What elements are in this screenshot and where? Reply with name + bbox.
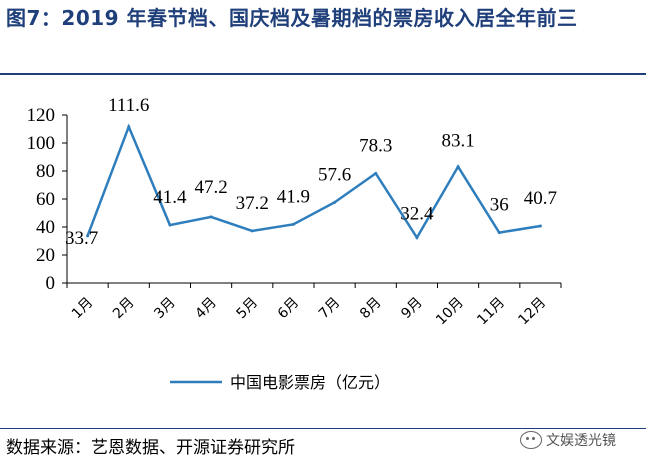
x-tick-label: 11月: [474, 295, 508, 329]
data-point: [291, 222, 295, 226]
data-label: 47.2: [194, 177, 227, 198]
series-line: [86, 123, 541, 241]
footer-divider: [0, 428, 646, 429]
data-point: [127, 125, 131, 129]
data-point: [538, 224, 542, 228]
data-source: 数据来源：艺恩数据、开源证券研究所: [6, 438, 295, 458]
x-tick-label: 12月: [515, 295, 549, 329]
title-divider: [0, 73, 646, 75]
data-label: 41.9: [277, 186, 310, 207]
data-label: 111.6: [108, 95, 149, 116]
chart-title: 图7：2019 年春节档、国庆档及暑期档的票房收入居全年前三: [6, 6, 578, 30]
legend-label: 中国电影票房（亿元）: [230, 373, 390, 392]
y-tick-label: 40: [36, 217, 55, 238]
y-tick-label: 20: [36, 245, 55, 266]
data-label: 36: [490, 195, 509, 216]
y-tick-label: 100: [27, 133, 56, 154]
data-point: [250, 229, 254, 233]
x-tick-label: 1月: [69, 295, 97, 323]
data-point: [415, 236, 419, 240]
data-point: [86, 234, 90, 238]
data-label: 41.4: [153, 187, 187, 208]
x-tick-label: 7月: [316, 295, 344, 323]
data-label: 33.7: [65, 228, 98, 249]
y-tick-label: 60: [36, 189, 55, 210]
wechat-icon: [520, 431, 542, 449]
data-label: 83.1: [441, 131, 474, 152]
data-label: 78.3: [359, 135, 392, 156]
data-point: [333, 200, 337, 204]
y-tick-label: 120: [27, 105, 56, 126]
y-tick-label: 80: [36, 161, 55, 182]
data-point: [497, 231, 501, 235]
data-point: [168, 223, 172, 227]
x-tick-label: 4月: [192, 295, 220, 323]
watermark-text: 文娱透光镜: [546, 433, 616, 449]
data-label: 40.7: [524, 188, 557, 209]
data-point: [374, 171, 378, 175]
data-label: 32.4: [400, 204, 434, 225]
data-point: [209, 215, 213, 219]
x-tick-label: 10月: [433, 295, 467, 329]
y-tick-label: 0: [46, 273, 56, 294]
x-tick-label: 6月: [275, 295, 303, 323]
watermark: 文娱透光镜: [520, 430, 616, 450]
data-point: [456, 165, 460, 169]
x-tick-label: 8月: [357, 295, 385, 323]
data-label: 57.6: [318, 164, 351, 185]
x-tick-label: 9月: [398, 295, 426, 323]
x-tick-label: 3月: [151, 295, 179, 323]
x-tick-label: 2月: [110, 295, 138, 323]
data-label: 37.2: [236, 193, 269, 214]
x-tick-label: 5月: [234, 295, 262, 323]
